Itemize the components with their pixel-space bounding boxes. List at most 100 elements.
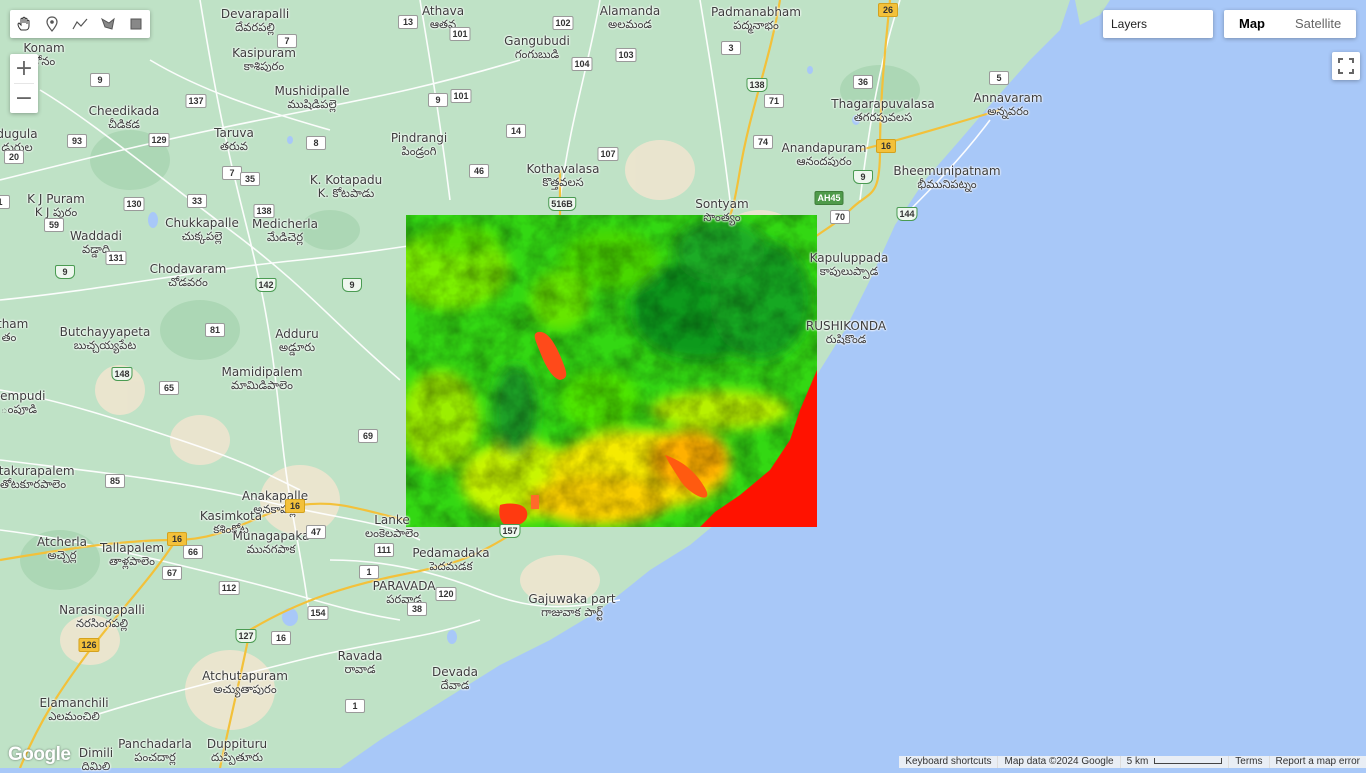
road-shield: 1 [0, 195, 10, 209]
place-name: Kothavalasa [526, 162, 600, 176]
place-name: Adduru [275, 327, 319, 341]
place-local-name: పిండ్రంగి [401, 144, 437, 158]
zoom-in-button[interactable]: + [14, 56, 34, 81]
place-local-name: మామిడిపాలెం [230, 378, 294, 392]
place-label: Munagapaka మునగపాక [233, 530, 310, 556]
road-shield: 8 [306, 136, 326, 150]
raster-overlay [406, 215, 817, 527]
map-type-map-button[interactable]: Map [1239, 16, 1265, 31]
rectangle-icon[interactable] [122, 10, 150, 38]
place-name: Duppituru [206, 737, 268, 751]
place-local-name: తోటకూరపాలెం [0, 477, 67, 491]
road-shield: 67 [162, 566, 182, 580]
place-local-name: కోనం [32, 54, 56, 68]
place-label: Waddadi వడ్డాది [70, 230, 122, 256]
place-local-name: పంచదార్ల [134, 750, 176, 764]
place-name: Cheedikada [88, 104, 160, 118]
place-label: Ravada రావాడ [338, 650, 383, 676]
place-label: Alamanda అలమండ [600, 5, 661, 31]
place-name: Thagarapuvalasa [831, 97, 935, 111]
place-label: K. Kotapadu K. కోటపాడు [310, 174, 382, 200]
place-name: Kasimkota [199, 509, 263, 523]
zoom-out-button[interactable]: − [14, 86, 34, 111]
place-local-name: సొంత్యం [703, 210, 741, 224]
place-local-name: తరువ [220, 139, 248, 153]
place-label: nempudiంపూడి [0, 390, 45, 416]
road-shield: 33 [187, 194, 207, 208]
place-name: dugula [0, 127, 38, 141]
road-shield: AH45 [814, 191, 844, 205]
place-local-name: గాజువాక పార్ట్ [541, 605, 603, 619]
road-shield: 7 [222, 166, 242, 180]
attribution-bar: Keyboard shortcuts Map data ©2024 Google… [899, 756, 1366, 768]
map-type-satellite-button[interactable]: Satellite [1295, 16, 1342, 31]
road-shield: 9 [342, 278, 362, 292]
place-name: Athava [421, 4, 465, 18]
place-name: Elamanchili [39, 696, 109, 710]
road-shield: 138 [746, 78, 768, 92]
road-shield: 20 [4, 150, 24, 164]
place-name: Bheemunipatnam [893, 164, 1001, 178]
place-name: Taruva [214, 126, 254, 140]
place-local-name: బుచ్చయ్యపేట [73, 338, 137, 352]
road-shield: 9 [853, 170, 873, 184]
place-local-name: భీమునిపట్నం [917, 177, 977, 191]
place-label: Konam కోనం [23, 42, 64, 68]
place-name: Narasingapalli [59, 603, 145, 617]
place-local-name: దుప్పితూరు [211, 750, 263, 764]
keyboard-shortcuts-link[interactable]: Keyboard shortcuts [905, 756, 992, 767]
drawing-toolbar [10, 10, 150, 38]
place-local-name: దిమిలి [81, 759, 111, 773]
place-label: Taruva తరువ [214, 127, 254, 153]
place-label: Sontyam సొంత్యం [695, 198, 748, 224]
layers-dropdown[interactable]: Layers [1103, 10, 1213, 38]
road-network [0, 0, 991, 721]
place-local-name: కశింకోట [213, 522, 249, 536]
place-local-name: దేవరపల్లి [235, 20, 275, 34]
place-label: Devarapalli దేవరపల్లి [221, 8, 289, 34]
place-local-name: చుక్కపల్లె [181, 229, 223, 243]
place-local-name: తగరపువలస [853, 110, 913, 124]
place-local-name: అచ్యుతాపురం [213, 682, 277, 696]
place-label: Anandapuram ఆనందపురం [782, 142, 867, 168]
place-local-name: ముషిడిపల్లె [287, 97, 337, 111]
scale-bar-graphic [1154, 758, 1223, 765]
road-shield: 16 [285, 499, 305, 513]
place-local-name: ంపూడి [0, 402, 38, 416]
road-shield: 131 [105, 251, 127, 265]
fullscreen-button[interactable] [1332, 52, 1360, 80]
report-error-link[interactable]: Report a map error [1268, 756, 1366, 768]
lakes [148, 66, 860, 644]
line-icon[interactable] [66, 10, 94, 38]
place-local-name: వడ్డాది [81, 242, 111, 256]
hand-icon[interactable] [10, 10, 38, 38]
scale-bar[interactable]: 5 km [1119, 756, 1229, 768]
place-name: Annavaram [973, 91, 1043, 105]
place-local-name: చోడవరం [168, 275, 208, 289]
place-local-name: కాపులుప్పాడ [819, 264, 879, 278]
place-label: Bheemunipatnam భీమునిపట్నం [893, 165, 1000, 191]
road-shield: 66 [183, 545, 203, 559]
road-shield: 112 [218, 581, 240, 595]
scale-label: 5 km [1126, 756, 1149, 767]
place-local-name: తాళ్లపాలెం [109, 554, 155, 568]
place-label: Padmanabham పద్మనాభం [711, 6, 801, 32]
road-shield: 9 [90, 73, 110, 87]
road-shield: 46 [469, 164, 489, 178]
place-name: PARAVADA [372, 579, 436, 593]
place-name: Kasipuram [232, 46, 296, 60]
terms-link[interactable]: Terms [1228, 756, 1268, 768]
polygon-icon[interactable] [94, 10, 122, 38]
place-label: Thagarapuvalasa తగరపువలస [831, 98, 935, 124]
place-name: Ravada [337, 649, 383, 663]
road-shield: 16 [167, 532, 187, 546]
point-icon[interactable] [38, 10, 66, 38]
place-name: Konam [23, 41, 65, 55]
place-name: Anandapuram [781, 141, 867, 155]
place-name: Butchayyapeta [59, 325, 151, 339]
place-label: Gajuwaka part గాజువాక పార్ట్ [528, 593, 615, 619]
place-name: Gangubudi [504, 34, 570, 48]
place-label: Butchayyapeta బుచ్చయ్యపేట [60, 326, 151, 352]
place-local-name: ఆనందపురం [796, 154, 852, 168]
